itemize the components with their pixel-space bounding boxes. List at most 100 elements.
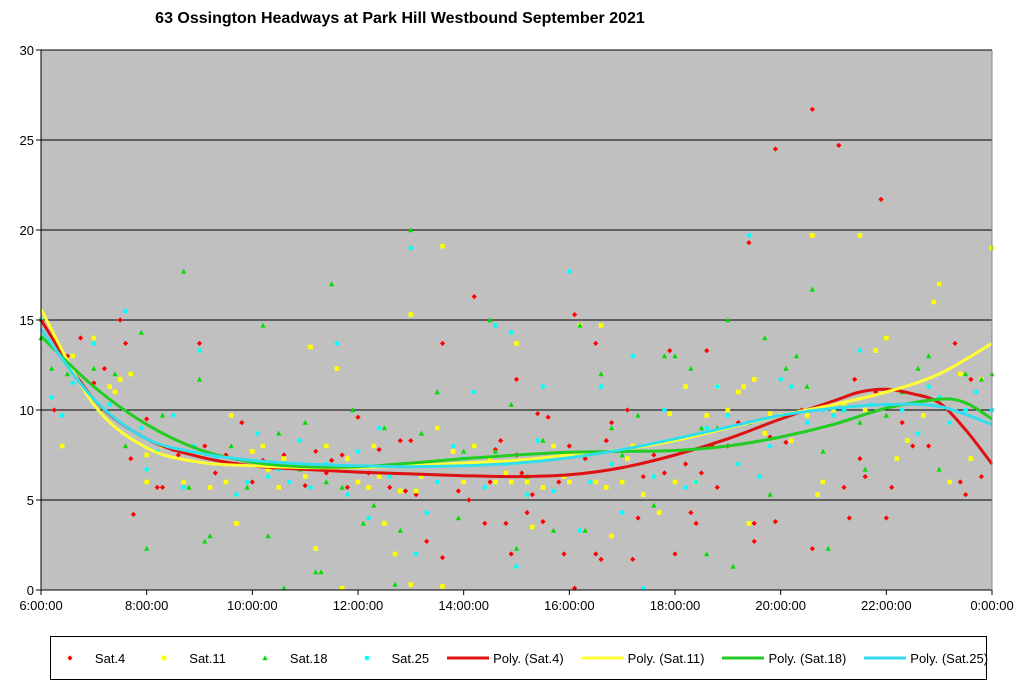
data-point (915, 431, 921, 436)
data-point (809, 106, 815, 112)
data-point (196, 340, 203, 346)
data-point (434, 425, 440, 431)
data-point (672, 479, 678, 485)
data-point (498, 438, 504, 444)
data-point (550, 527, 557, 533)
x-tick-label: 16:00:00 (544, 598, 595, 613)
data-point (196, 376, 203, 382)
data-point (973, 389, 979, 395)
data-point (508, 551, 514, 557)
legend-label: Poly. (Sat.11) (627, 650, 705, 666)
data-point (931, 299, 937, 305)
data-point (328, 281, 335, 287)
data-point (936, 281, 942, 287)
data-point (424, 510, 429, 515)
legend-label: Sat.11 (189, 650, 226, 666)
legend-label: Sat.25 (391, 650, 430, 666)
data-point (123, 308, 128, 314)
data-point (408, 312, 414, 317)
data-point (682, 461, 689, 467)
data-point (344, 484, 351, 490)
data-point (641, 492, 646, 497)
data-point (170, 413, 176, 418)
data-point (413, 551, 419, 557)
data-point (958, 371, 963, 377)
data-point (355, 414, 361, 420)
data-point (366, 485, 371, 490)
legend-swatch (346, 651, 388, 665)
data-point (609, 425, 615, 431)
x-tick-label: 18:00:00 (650, 598, 701, 613)
data-point (746, 240, 752, 246)
data-point (978, 474, 985, 480)
data-point (313, 448, 319, 454)
legend-item: Poly. (Sat.18) (722, 651, 846, 666)
data-point (355, 449, 361, 454)
data-point (762, 431, 768, 436)
data-point (593, 340, 599, 346)
data-point (725, 407, 731, 413)
legend-label: Sat.4 (94, 650, 126, 666)
y-tick-label: 10 (20, 403, 34, 418)
data-point (70, 380, 75, 386)
data-point (345, 492, 350, 497)
data-point (825, 545, 831, 551)
data-point (382, 521, 387, 526)
data-point (957, 479, 963, 485)
data-point (551, 488, 556, 494)
data-point (841, 402, 847, 407)
data-point (883, 412, 889, 418)
data-point (265, 474, 271, 479)
data-point (439, 555, 446, 561)
y-tick-label: 20 (20, 223, 34, 238)
data-point (313, 546, 319, 551)
data-point (265, 533, 271, 539)
data-point (281, 585, 287, 591)
legend-swatch (143, 651, 185, 665)
data-point (397, 527, 403, 533)
data-point (593, 479, 599, 485)
legend-item: Poly. (Sat.4) (447, 651, 564, 666)
data-point (540, 485, 546, 490)
trendlines (39, 308, 994, 479)
y-tick-labels: 0 5 10 15 20 25 30 (20, 43, 34, 598)
data-point (493, 479, 498, 485)
data-point (767, 491, 773, 497)
data-point (144, 479, 149, 485)
data-point (540, 384, 546, 389)
data-point (968, 376, 974, 382)
data-point (524, 510, 530, 516)
data-point (757, 474, 762, 479)
data-point (767, 443, 773, 449)
data-point (461, 448, 467, 454)
data-point (308, 344, 313, 350)
x-tick-label: 10:00:00 (227, 598, 278, 613)
data-point (530, 524, 535, 530)
data-point (704, 425, 709, 431)
data-point (418, 430, 424, 436)
data-point (624, 407, 631, 413)
legend-swatch (49, 651, 91, 665)
data-point (408, 245, 414, 251)
data-point (503, 470, 509, 476)
legend-marker (364, 655, 369, 661)
data-point (725, 413, 731, 418)
legend-item: Sat.4 (49, 651, 125, 666)
data-point (302, 483, 308, 489)
data-point (915, 365, 921, 371)
data-point (48, 365, 55, 371)
data-point (91, 365, 97, 371)
data-point (577, 528, 583, 533)
data-point (778, 377, 783, 382)
data-point (878, 196, 884, 202)
data-point (883, 515, 889, 521)
data-point (978, 376, 985, 382)
data-point (355, 479, 361, 485)
data-point (746, 521, 752, 526)
data-point (455, 515, 461, 521)
data-point (725, 317, 731, 323)
data-point (202, 538, 208, 544)
data-point (514, 564, 519, 569)
data-point (508, 330, 514, 335)
data-point (704, 348, 710, 354)
